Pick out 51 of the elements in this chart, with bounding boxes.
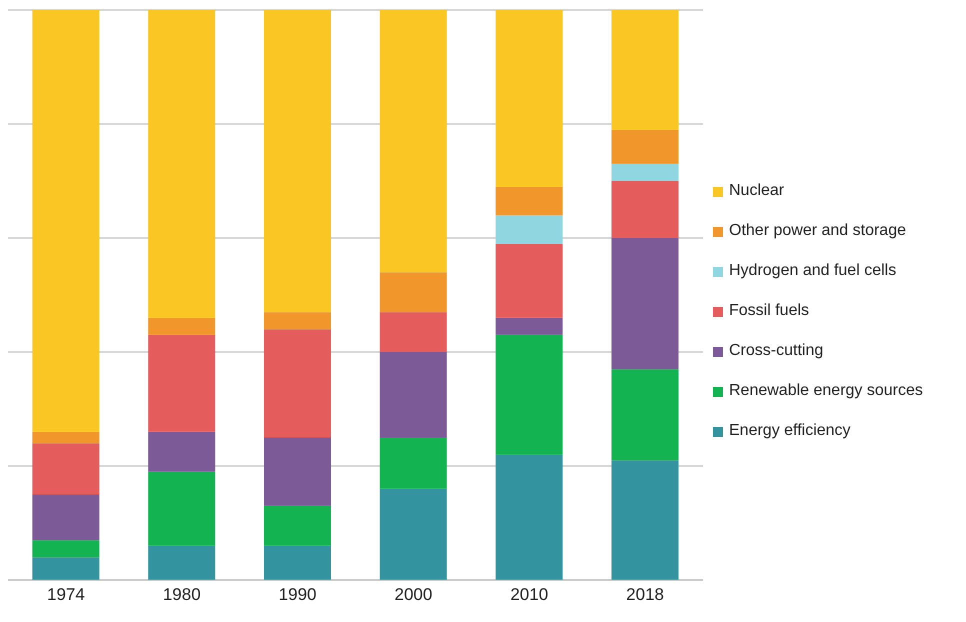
bar — [496, 318, 563, 335]
x-tick-label: 1990 — [278, 585, 316, 604]
legend-label: Hydrogen and fuel cells — [729, 262, 896, 280]
legend-label: Other power and storage — [729, 222, 906, 240]
bar — [32, 494, 100, 540]
bar — [148, 432, 216, 472]
legend-label: Nuclear — [729, 182, 784, 200]
bar — [496, 215, 563, 244]
bar — [32, 443, 100, 494]
bar — [32, 10, 100, 432]
bar — [32, 557, 100, 580]
x-tick-label: 2018 — [626, 585, 664, 604]
legend-label: Fossil fuels — [729, 302, 810, 320]
bar — [264, 506, 331, 546]
bar — [264, 10, 331, 312]
bar — [380, 488, 447, 580]
bar — [264, 546, 331, 580]
bar — [264, 329, 331, 438]
bar — [611, 10, 678, 130]
legend-label: Energy efficiency — [729, 422, 851, 440]
x-tick-label: 2000 — [394, 585, 432, 604]
bar — [264, 312, 331, 330]
bar — [496, 244, 563, 318]
bar — [380, 312, 447, 352]
bar — [264, 438, 331, 506]
bar — [380, 352, 447, 438]
bar — [380, 438, 447, 489]
legend-label: Cross-cutting — [729, 342, 824, 360]
bar — [496, 334, 563, 455]
bar — [380, 272, 447, 312]
bar — [148, 546, 216, 580]
bar — [496, 186, 563, 216]
x-tick-label: 2010 — [510, 585, 548, 604]
bar — [496, 454, 563, 580]
bar — [32, 432, 100, 444]
bar — [611, 181, 678, 238]
x-tick-label: 1974 — [47, 585, 85, 604]
bar — [148, 10, 216, 318]
bar — [148, 472, 216, 546]
bar — [380, 10, 447, 272]
bar — [611, 460, 678, 580]
bar — [611, 130, 678, 164]
legend-label: Renewable energy sources — [729, 382, 923, 400]
bar — [611, 238, 678, 370]
bar — [611, 369, 678, 460]
bar — [32, 540, 100, 558]
bar — [611, 164, 678, 181]
bar — [148, 334, 216, 432]
bar — [148, 318, 216, 335]
bar — [496, 10, 563, 187]
x-tick-label: 1980 — [162, 585, 201, 604]
